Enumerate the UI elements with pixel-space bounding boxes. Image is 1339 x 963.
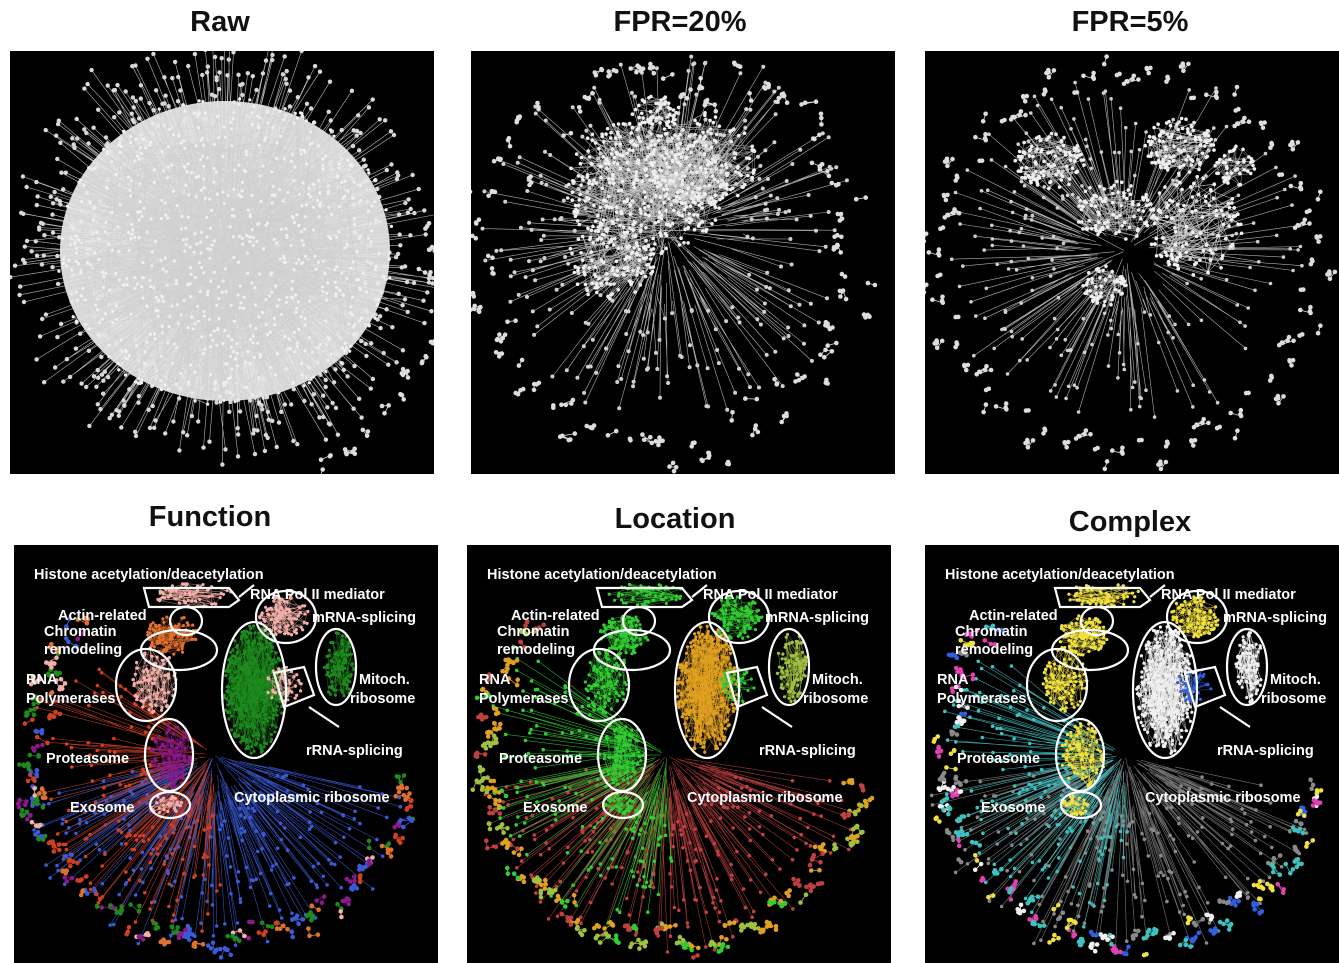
- network-graph-raw: [10, 51, 434, 474]
- panel-title-complex: Complex: [1068, 506, 1192, 538]
- label-ribosome: ribosome: [350, 691, 415, 707]
- label-chromatin: Chromatin: [44, 624, 117, 640]
- network-graph-location: Histone acetylation/deacetylation RNA Pol…: [470, 567, 875, 960]
- label-rna-pol-mediator: RNA Pol II mediator: [703, 587, 838, 603]
- label-rna: RNA: [26, 672, 58, 688]
- location-network: Histone acetylation/deacetylation RNA Pol…: [470, 567, 875, 960]
- network-panel-function: Histone acetylation/deacetylation RNA Pol…: [14, 545, 438, 963]
- network-panel-raw: [10, 51, 434, 474]
- label-mrna-splicing: mRNA-splicing: [312, 610, 416, 626]
- panel-title-raw: Raw: [190, 6, 250, 38]
- label-exosome: Exosome: [70, 800, 134, 816]
- raw-network: [10, 51, 434, 474]
- label-ribosome: ribosome: [1261, 691, 1326, 707]
- label-polymerases: Polymerases: [479, 691, 568, 707]
- label-rrna-splicing: rRNA-splicing: [306, 743, 403, 759]
- label-remodeling: remodeling: [44, 642, 122, 658]
- label-polymerases: Polymerases: [937, 691, 1026, 707]
- label-rrna-splicing: rRNA-splicing: [1217, 743, 1314, 759]
- function-network: Histone acetylation/deacetylation RNA Pol…: [15, 567, 416, 960]
- network-panel-fpr20: [471, 51, 895, 474]
- label-remodeling: remodeling: [955, 642, 1033, 658]
- label-proteasome: Proteasome: [499, 751, 582, 767]
- label-histone: Histone acetylation/deacetylation: [34, 567, 264, 583]
- network-graph-complex: Histone acetylation/deacetylation RNA Pol…: [929, 567, 1327, 958]
- panel-title-function: Function: [148, 501, 272, 533]
- label-cytoplasmic-ribosome: Cytoplasmic ribosome: [687, 790, 843, 806]
- label-histone: Histone acetylation/deacetylation: [487, 567, 717, 583]
- network-graph-fpr5: [925, 54, 1338, 472]
- network-panel-fpr5: [925, 51, 1339, 474]
- label-remodeling: remodeling: [497, 642, 575, 658]
- label-chromatin: Chromatin: [955, 624, 1028, 640]
- label-mrna-splicing: mRNA-splicing: [765, 610, 869, 626]
- label-mitoch: Mitoch.: [1270, 672, 1321, 688]
- label-mrna-splicing: mRNA-splicing: [1223, 610, 1327, 626]
- fpr5-network: [925, 54, 1338, 472]
- label-mitoch: Mitoch.: [359, 672, 410, 688]
- complex-network: Histone acetylation/deacetylation RNA Pol…: [929, 567, 1327, 958]
- label-cytoplasmic-ribosome: Cytoplasmic ribosome: [234, 790, 390, 806]
- network-panel-complex: Histone acetylation/deacetylation RNA Pol…: [925, 545, 1339, 963]
- label-rna: RNA: [479, 672, 511, 688]
- label-actin-related: Actin-related: [511, 608, 600, 624]
- label-proteasome: Proteasome: [957, 751, 1040, 767]
- network-graph-function: Histone acetylation/deacetylation RNA Pol…: [15, 567, 416, 960]
- panel-title-fpr20: FPR=20%: [613, 6, 747, 38]
- panel-title-fpr5: FPR=5%: [1071, 6, 1189, 38]
- label-histone: Histone acetylation/deacetylation: [945, 567, 1175, 583]
- label-rna-pol-mediator: RNA Pol II mediator: [1161, 587, 1296, 603]
- label-rna-pol-mediator: RNA Pol II mediator: [250, 587, 385, 603]
- label-exosome: Exosome: [523, 800, 587, 816]
- label-proteasome: Proteasome: [46, 751, 129, 767]
- network-panel-location: Histone acetylation/deacetylation RNA Pol…: [467, 545, 891, 963]
- fpr20-network: [471, 54, 878, 474]
- label-actin-related: Actin-related: [58, 608, 147, 624]
- label-actin-related: Actin-related: [969, 608, 1058, 624]
- label-mitoch: Mitoch.: [812, 672, 863, 688]
- label-exosome: Exosome: [981, 800, 1045, 816]
- label-chromatin: Chromatin: [497, 624, 570, 640]
- label-polymerases: Polymerases: [26, 691, 115, 707]
- label-rrna-splicing: rRNA-splicing: [759, 743, 856, 759]
- label-cytoplasmic-ribosome: Cytoplasmic ribosome: [1145, 790, 1301, 806]
- label-rna: RNA: [937, 672, 969, 688]
- panel-title-location: Location: [614, 503, 736, 535]
- network-graph-fpr20: [471, 54, 878, 474]
- label-ribosome: ribosome: [803, 691, 868, 707]
